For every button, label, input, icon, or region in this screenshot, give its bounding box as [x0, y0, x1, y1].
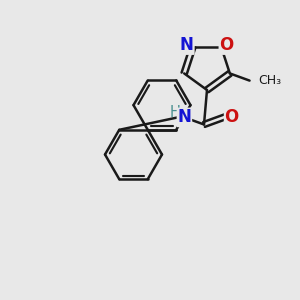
Text: O: O [225, 108, 239, 126]
Text: H: H [170, 105, 181, 120]
Text: CH₃: CH₃ [258, 74, 281, 87]
Text: N: N [180, 36, 194, 54]
Text: N: N [178, 108, 191, 126]
Text: O: O [219, 36, 234, 54]
